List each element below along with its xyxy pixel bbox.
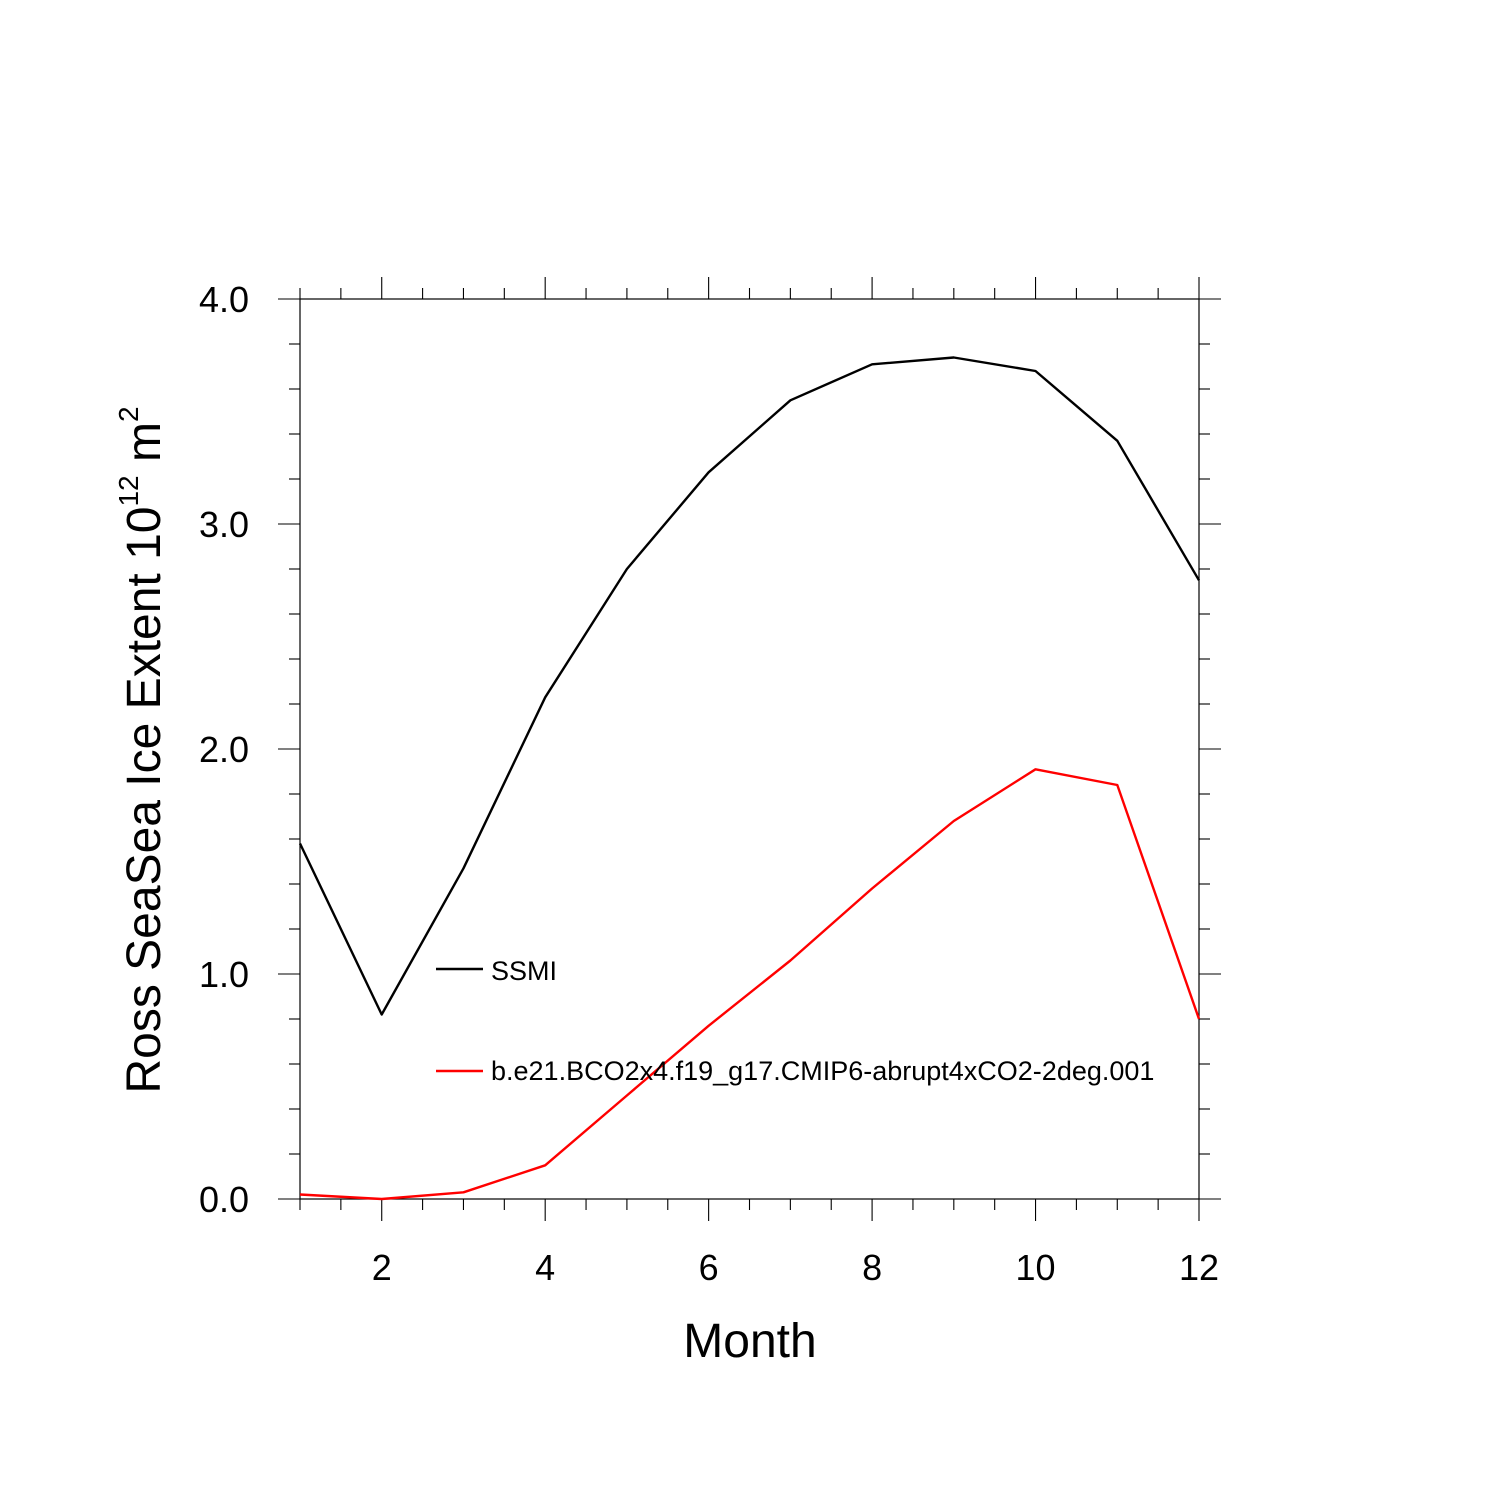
y-tick-label: 2.0 <box>199 729 249 770</box>
y-axis-title-exponent: 12 <box>113 475 144 506</box>
y-tick-label: 1.0 <box>199 954 249 995</box>
x-axis-title: Month <box>683 1315 816 1368</box>
x-tick-label: 2 <box>372 1247 392 1288</box>
y-axis-title: Ross SeaSea Ice Extent 1012 m2 <box>113 406 171 1093</box>
x-tick-label: 8 <box>862 1247 882 1288</box>
x-tick-label: 10 <box>1016 1247 1056 1288</box>
series-line-model <box>299 768 1201 1201</box>
x-tick-label: 12 <box>1179 1247 1219 1288</box>
y-axis-title-main: Ross SeaSea Ice Extent 10 <box>118 507 171 1094</box>
legend: SSMI b.e21.BCO2x4.f19_g17.CMIP6-abrupt4x… <box>436 956 1154 1086</box>
y-axis-title-unit: m <box>118 422 171 475</box>
y-tick-label: 0.0 <box>199 1179 249 1220</box>
legend-label-model: b.e21.BCO2x4.f19_g17.CMIP6-abrupt4xCO2-2… <box>491 1056 1154 1086</box>
y-axis-title-unit-exponent: 2 <box>113 406 144 422</box>
series-line-ssmi <box>298 356 1201 1016</box>
legend-label-ssmi: SSMI <box>491 956 557 986</box>
series-lines <box>298 356 1201 1201</box>
y-tick-label: 4.0 <box>199 279 249 320</box>
axis-ticks <box>278 277 1221 1221</box>
x-tick-label: 4 <box>535 1247 555 1288</box>
x-tick-label: 6 <box>699 1247 719 1288</box>
y-tick-label: 3.0 <box>199 504 249 545</box>
tick-labels: 2 4 6 8 10 12 0.0 1.0 2.0 3.0 4.0 <box>199 279 1219 1288</box>
